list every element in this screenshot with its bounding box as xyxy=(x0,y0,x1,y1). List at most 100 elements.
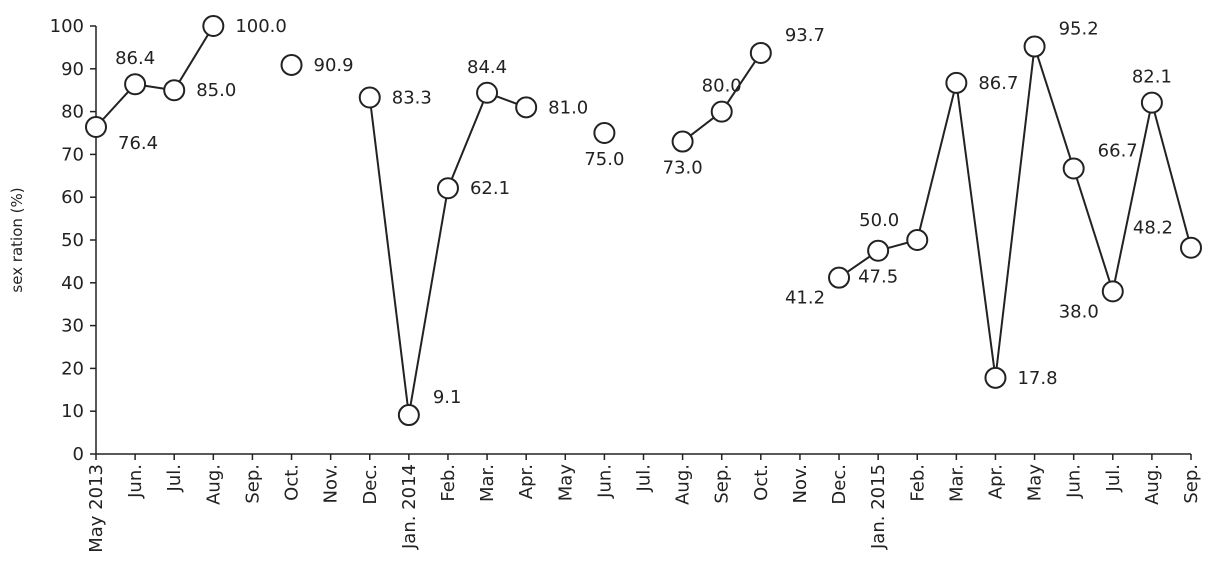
data-label: 80.0 xyxy=(702,76,742,97)
series-segment xyxy=(720,52,762,113)
x-tick-label: May xyxy=(1025,464,1046,502)
data-point xyxy=(749,41,772,64)
x-tick-label: Jan. 2015 xyxy=(868,464,889,550)
data-point xyxy=(593,122,616,144)
data-label: 82.1 xyxy=(1132,67,1172,88)
data-point xyxy=(202,15,225,37)
series-segment xyxy=(916,82,958,241)
data-point xyxy=(476,81,499,104)
series-segment xyxy=(1111,102,1153,292)
y-tick-label: 70 xyxy=(61,144,84,165)
series-segment xyxy=(407,188,449,416)
y-tick-label: 60 xyxy=(61,187,84,208)
y-tick-label: 50 xyxy=(61,230,84,251)
x-tick-label: Nov. xyxy=(321,464,342,503)
x-tick-label: Sep. xyxy=(242,464,263,504)
x-tick-label: Jul. xyxy=(164,464,185,492)
data-point xyxy=(124,73,147,96)
y-tick-label: 100 xyxy=(50,16,84,37)
x-tick-label: Feb. xyxy=(438,464,459,502)
x-tick-label: Dec. xyxy=(360,464,381,505)
series-segment xyxy=(447,92,488,189)
y-axis: 0 10 20 30 40 50 60 70 80 90 100 xyxy=(50,16,97,465)
data-label: 50.0 xyxy=(859,210,899,231)
data-label: 83.3 xyxy=(392,87,432,108)
series-segment xyxy=(368,97,410,416)
data-point xyxy=(397,404,420,427)
data-label: 17.8 xyxy=(1017,368,1057,389)
y-tick-label: 10 xyxy=(61,401,84,422)
data-label: 75.0 xyxy=(584,149,624,170)
x-tick-label: Jan. 2014 xyxy=(399,464,420,550)
data-point xyxy=(1101,280,1124,303)
data-point xyxy=(945,71,968,94)
data-label: 38.0 xyxy=(1059,301,1099,322)
data-label: 62.1 xyxy=(470,178,510,199)
data-label: 76.4 xyxy=(118,133,158,154)
data-label: 86.7 xyxy=(978,73,1018,94)
data-point xyxy=(1023,35,1046,58)
data-point xyxy=(358,86,381,109)
series-segment xyxy=(955,82,997,378)
x-tick-label: Feb. xyxy=(907,464,928,502)
data-point xyxy=(1140,91,1163,114)
x-axis: May 2013 Jun. Jul. Aug. Sep. Oct. Nov. Dec. Jan.… xyxy=(86,453,1202,553)
data-label: 66.7 xyxy=(1098,141,1138,162)
series-segment xyxy=(173,25,215,91)
x-tick-label: Apr. xyxy=(985,464,1006,499)
x-tick-label: Dec. xyxy=(829,464,850,505)
x-tick-label: Oct. xyxy=(282,464,303,501)
x-tick-label: Jul. xyxy=(634,464,655,492)
data-label: 100.0 xyxy=(235,16,287,37)
x-tick-label: Jun. xyxy=(594,464,615,499)
series-segment xyxy=(1150,102,1192,248)
x-tick-label: Aug. xyxy=(673,464,694,505)
data-point xyxy=(671,130,694,153)
data-label: 85.0 xyxy=(196,80,236,101)
data-label: 41.2 xyxy=(785,288,825,309)
data-labels: 76.4 86.4 85.0 100.0 90.9 83.3 9.1 62.1 84.4 81.0… xyxy=(115,16,1173,408)
data-point xyxy=(163,79,186,102)
y-tick-label: 20 xyxy=(61,358,84,379)
x-tick-label: Sep. xyxy=(712,464,733,504)
x-tick-label: Aug. xyxy=(203,464,224,505)
x-tick-label: Jul. xyxy=(1103,464,1124,492)
data-point xyxy=(906,229,929,251)
x-tick-label: Jun. xyxy=(1064,464,1085,499)
series-lines xyxy=(95,25,1192,416)
y-tick-label: 0 xyxy=(73,444,84,465)
data-label: 84.4 xyxy=(467,57,507,78)
y-axis-title: sex ration (%) xyxy=(8,187,26,292)
series-points xyxy=(85,15,1202,427)
data-point xyxy=(280,53,303,76)
data-label: 81.0 xyxy=(548,97,588,118)
data-label: 47.5 xyxy=(858,267,898,288)
data-point xyxy=(436,177,459,200)
data-label: 9.1 xyxy=(433,387,462,408)
y-tick-label: 30 xyxy=(61,316,84,337)
y-tick-label: 90 xyxy=(61,59,84,80)
data-label: 90.9 xyxy=(314,55,354,76)
x-tick-label: May xyxy=(555,464,576,502)
data-point xyxy=(85,116,107,139)
data-label: 95.2 xyxy=(1059,19,1099,40)
data-point xyxy=(1180,236,1202,259)
data-label: 86.4 xyxy=(115,48,155,69)
series-segment xyxy=(1033,46,1075,169)
x-tick-label: Mar. xyxy=(477,464,498,502)
data-point xyxy=(710,100,733,123)
x-tick-label: Nov. xyxy=(790,464,811,503)
series-segment xyxy=(994,46,1036,378)
x-tick-label: Jun. xyxy=(125,464,146,499)
x-tick-label: Sep. xyxy=(1181,464,1202,504)
x-tick-label: Apr. xyxy=(516,464,537,499)
y-tick-label: 40 xyxy=(61,273,84,294)
data-point xyxy=(1062,157,1085,180)
series-segment xyxy=(1072,168,1114,292)
x-tick-label: Aug. xyxy=(1142,464,1163,505)
x-tick-label: Oct. xyxy=(751,464,772,501)
x-tick-label: May 2013 xyxy=(86,464,107,553)
data-point xyxy=(984,366,1007,389)
data-label: 73.0 xyxy=(663,158,703,179)
